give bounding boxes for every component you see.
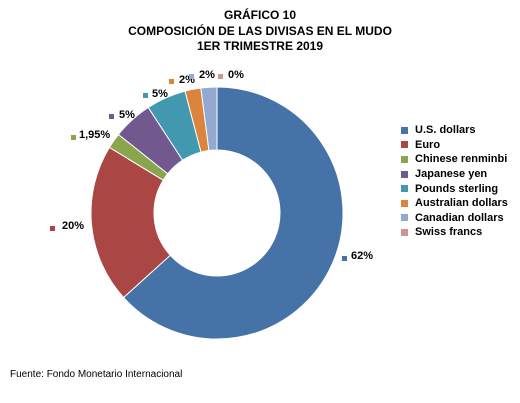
legend-swatch <box>401 214 408 222</box>
data-label-u-s-dollars: 62% <box>351 250 373 262</box>
label-marker-japanese-yen <box>109 114 114 119</box>
label-marker-chinese-renminbi <box>71 135 76 140</box>
legend-label: Canadian dollars <box>415 211 504 224</box>
legend-item-canadian-dollars: Canadian dollars <box>401 211 508 226</box>
title-line-2: COMPOSICIÓN DE LAS DIVISAS EN EL MUDO <box>128 23 392 38</box>
legend-item-australian-dollars: Australian dollars <box>401 196 508 211</box>
slice-u-s-dollars <box>122 86 344 340</box>
legend-label: Japanese yen <box>415 168 488 181</box>
label-marker-swiss-francs <box>218 74 223 79</box>
data-label-euro: 20% <box>62 220 84 232</box>
label-marker-pounds-sterling <box>143 93 148 98</box>
data-label-chinese-renminbi: 1,95% <box>79 129 110 141</box>
legend-label: Chinese renminbi <box>415 153 508 166</box>
legend-item-japanese-yen: Japanese yen <box>401 167 508 182</box>
legend-swatch <box>401 228 408 236</box>
slice-canadian-dollars <box>200 86 218 152</box>
legend-item-u-s-dollars: U.S. dollars <box>401 123 508 138</box>
legend-swatch <box>401 170 408 178</box>
slice-euro <box>90 146 171 299</box>
legend-label: Australian dollars <box>415 197 508 210</box>
data-label-swiss-francs: 0% <box>228 69 244 81</box>
legend-item-swiss-francs: Swiss francs <box>401 225 508 240</box>
legend-label: Swiss francs <box>415 226 483 239</box>
data-label-canadian-dollars: 2% <box>199 69 215 81</box>
legend-label: Pounds sterling <box>415 182 499 195</box>
source-note: Fuente: Fondo Monetario Internacional <box>10 369 183 380</box>
data-labels: 62%20%1,95%5%5%2% 2% 0% <box>50 69 373 262</box>
legend-label: U.S. dollars <box>415 124 476 137</box>
label-marker-u-s-dollars <box>342 256 347 261</box>
legend-swatch <box>401 155 408 163</box>
title-line-1: GRÁFICO 10 <box>223 8 296 22</box>
title-line-3: 1ER TRIMESTRE 2019 <box>196 39 324 53</box>
chart-legend: U.S. dollars Euro Chinese renminbi Japanese… <box>401 123 508 240</box>
data-label-pounds-sterling: 5% <box>152 88 168 100</box>
legend-label: Euro <box>415 138 441 151</box>
legend-item-chinese-renminbi: Chinese renminbi <box>401 152 508 167</box>
legend-item-pounds-sterling: Pounds sterling <box>401 181 508 196</box>
label-marker-australian-dollars <box>169 79 174 84</box>
legend-swatch <box>401 141 408 149</box>
legend-swatch <box>401 185 408 193</box>
legend-swatch <box>401 126 408 134</box>
label-marker-canadian-dollars <box>189 74 194 79</box>
label-marker-euro <box>50 226 55 231</box>
legend-swatch <box>401 199 408 207</box>
data-label-japanese-yen: 5% <box>119 109 135 121</box>
legend-item-euro: Euro <box>401 138 508 153</box>
donut-slices <box>90 86 344 340</box>
chart-title: GRÁFICO 10 COMPOSICIÓN DE LAS DIVISAS EN… <box>0 8 520 55</box>
